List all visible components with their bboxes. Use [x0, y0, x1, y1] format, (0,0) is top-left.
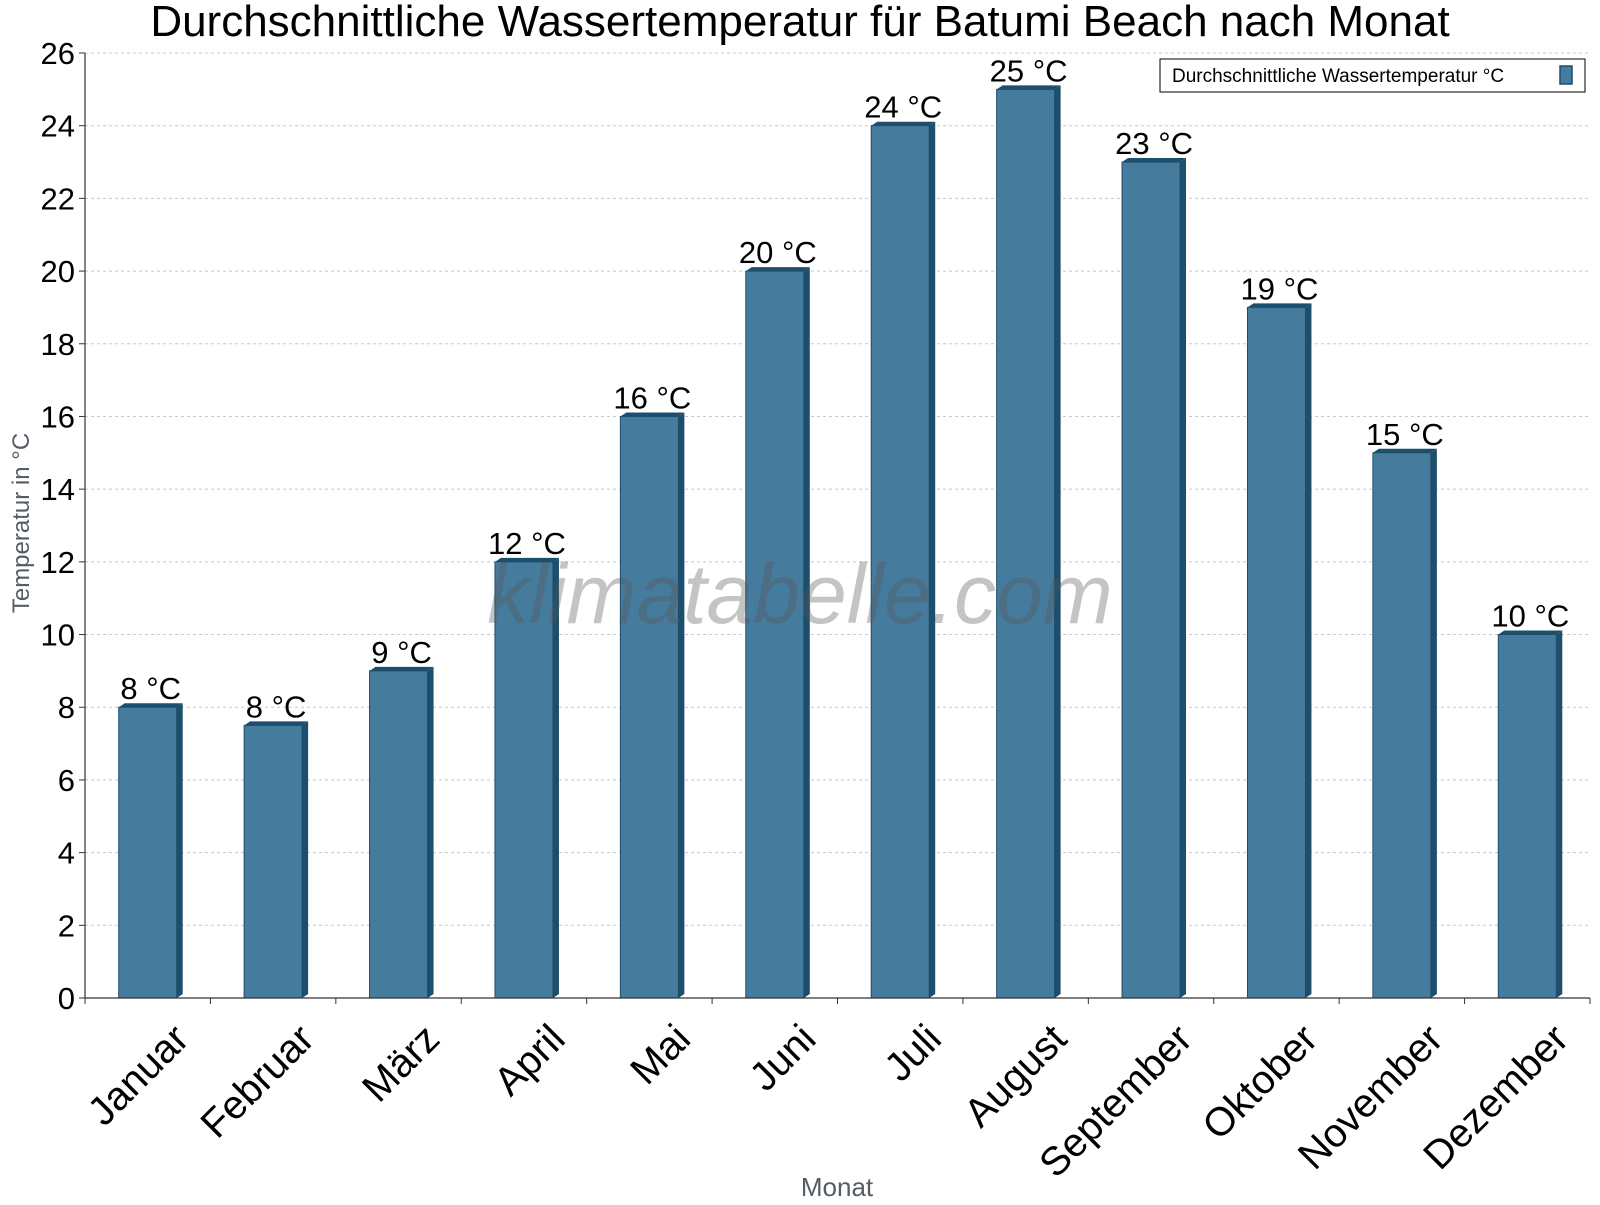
y-tick-label: 14 — [41, 472, 75, 507]
bar — [1497, 634, 1557, 999]
bar — [619, 415, 679, 999]
grid-lines — [85, 52, 1590, 926]
x-tick-label: April — [486, 1016, 574, 1104]
y-tick-label: 12 — [41, 545, 75, 580]
y-tick-label: 18 — [41, 327, 75, 362]
bar-side — [803, 267, 810, 999]
axes — [79, 52, 1591, 1004]
bar — [369, 670, 429, 999]
y-axis-label: Temperatur in °C — [8, 433, 35, 613]
x-axis-label: Monat — [801, 1172, 874, 1200]
bar-side — [678, 412, 685, 998]
bar-value-label: 19 °C — [1241, 271, 1319, 306]
bar-value-label: 9 °C — [371, 635, 432, 670]
legend-swatch — [1559, 65, 1573, 85]
bar-value-label: 23 °C — [1115, 126, 1193, 161]
chart-title: Durchschnittliche Wassertemperatur für B… — [150, 0, 1449, 46]
bar — [243, 724, 303, 999]
y-tick-label: 24 — [41, 109, 75, 144]
legend-box — [1159, 58, 1586, 93]
y-tick-label: 4 — [58, 836, 75, 871]
x-tick-label: Februar — [193, 1016, 323, 1146]
bar — [996, 88, 1056, 999]
bar-side — [1305, 303, 1312, 998]
bar-value-label: 16 °C — [613, 380, 691, 415]
bar-top — [118, 703, 183, 708]
bar-side — [1430, 448, 1437, 998]
bar-top — [494, 557, 559, 562]
bar-value-label: 10 °C — [1491, 599, 1569, 634]
bar-side — [176, 703, 183, 998]
bar-top — [996, 85, 1061, 90]
x-tick-label: Oktober — [1194, 1016, 1326, 1148]
bar-top — [369, 666, 434, 671]
y-tick-label: 20 — [41, 254, 75, 289]
y-tick-label: 16 — [41, 399, 75, 434]
bar-side — [1180, 158, 1187, 999]
y-tick-label: 0 — [58, 981, 75, 1016]
bars — [118, 85, 1563, 999]
legend-label: Durchschnittliche Wassertemperatur °C — [1172, 66, 1504, 87]
watermark-text: klimatabelle.com — [487, 547, 1113, 641]
bar-top — [1122, 158, 1187, 163]
bar-value-label: 8 °C — [246, 689, 307, 724]
legend: Durchschnittliche Wassertemperatur °C — [1159, 58, 1586, 93]
bar-top — [745, 267, 810, 272]
bar — [1121, 161, 1181, 999]
x-tick-label: Juli — [876, 1016, 950, 1090]
y-tick-label: 26 — [41, 36, 75, 71]
bar-side — [552, 557, 559, 998]
bar-top — [620, 412, 685, 417]
bar — [870, 125, 930, 999]
bar-top — [244, 721, 309, 726]
bar-value-label: 24 °C — [864, 90, 942, 125]
bar-top — [1247, 303, 1312, 308]
bar — [1372, 452, 1432, 999]
bar-side — [1054, 85, 1061, 999]
bar-side — [427, 666, 434, 998]
y-tick-label: 22 — [41, 181, 75, 216]
bar-side — [1556, 630, 1563, 998]
y-tick-label: 2 — [58, 908, 75, 943]
bar-value-label: 25 °C — [990, 53, 1068, 88]
bar-top — [1372, 448, 1437, 453]
y-tick-label: 10 — [41, 618, 75, 653]
x-tick-label: Januar — [80, 1016, 198, 1134]
watermark: klimatabelle.com — [487, 547, 1113, 641]
bar — [1246, 306, 1306, 999]
bar-value-label: 8 °C — [120, 671, 181, 706]
bar — [118, 706, 178, 999]
bar-side — [302, 721, 309, 998]
x-tick-label: Juni — [741, 1016, 824, 1099]
bar-top — [871, 121, 936, 126]
bar-value-label: 12 °C — [488, 526, 566, 561]
y-tick-label: 6 — [58, 763, 75, 798]
bar-value-label: 15 °C — [1366, 417, 1444, 452]
x-tick-label: März — [354, 1016, 448, 1110]
bar — [494, 561, 554, 999]
y-tick-label: 8 — [58, 690, 75, 725]
x-tick-label: August — [956, 1016, 1075, 1135]
bar-top — [1498, 630, 1563, 635]
bar-side — [929, 121, 936, 998]
x-tick-label: Mai — [622, 1016, 699, 1093]
data-labels: 8 °C 8 °C 9 °C 12 °C 16 °C 20 °C 24 °C 25 °C 23 … — [120, 53, 1569, 724]
bar-value-label: 20 °C — [739, 235, 817, 270]
